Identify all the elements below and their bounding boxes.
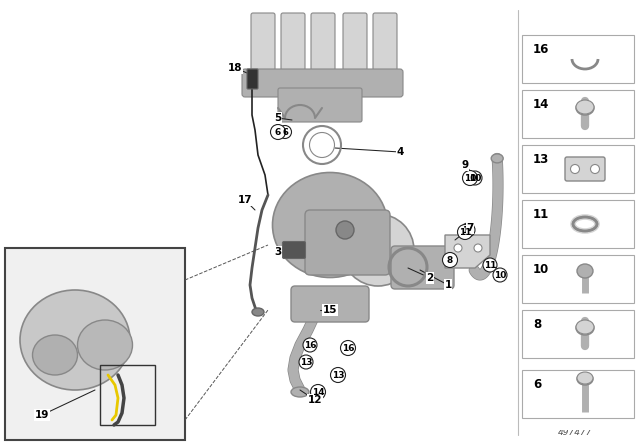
Ellipse shape: [577, 264, 593, 278]
Ellipse shape: [273, 172, 387, 277]
Text: 5: 5: [275, 113, 282, 123]
Text: 17: 17: [237, 195, 252, 205]
Circle shape: [271, 125, 285, 139]
Circle shape: [454, 244, 462, 252]
Bar: [522, 90, 634, 138]
FancyBboxPatch shape: [282, 241, 305, 258]
Text: 8: 8: [447, 255, 453, 264]
Text: 12: 12: [308, 395, 323, 405]
Circle shape: [458, 224, 472, 240]
FancyBboxPatch shape: [305, 210, 390, 275]
Text: 11: 11: [484, 260, 496, 270]
Text: 10: 10: [469, 173, 481, 182]
Circle shape: [468, 171, 482, 185]
Text: 13: 13: [533, 152, 549, 165]
Text: 6: 6: [282, 128, 288, 137]
Ellipse shape: [576, 320, 594, 334]
Circle shape: [278, 125, 291, 138]
Bar: [522, 255, 634, 303]
Ellipse shape: [577, 372, 593, 384]
Bar: [522, 200, 634, 248]
Bar: [522, 35, 634, 83]
Text: 10: 10: [533, 263, 549, 276]
Ellipse shape: [336, 221, 354, 239]
FancyBboxPatch shape: [311, 13, 335, 77]
FancyBboxPatch shape: [242, 69, 403, 97]
Bar: [100, 365, 155, 425]
Text: 16: 16: [342, 344, 355, 353]
FancyBboxPatch shape: [343, 13, 367, 77]
Text: 1: 1: [444, 280, 452, 290]
Text: 497477: 497477: [557, 427, 592, 436]
Bar: [522, 145, 634, 193]
Circle shape: [591, 164, 600, 173]
Text: 11: 11: [461, 225, 474, 234]
Circle shape: [299, 355, 313, 369]
Text: 16: 16: [304, 340, 316, 349]
Text: 2: 2: [426, 273, 434, 283]
Text: 4: 4: [396, 147, 404, 157]
Ellipse shape: [342, 214, 414, 286]
Bar: [522, 370, 634, 418]
Ellipse shape: [576, 321, 594, 335]
Text: 16: 16: [533, 43, 549, 56]
Bar: [522, 310, 634, 358]
Text: 10: 10: [464, 173, 476, 182]
Text: 3: 3: [275, 247, 282, 257]
Text: 6: 6: [275, 128, 281, 137]
FancyBboxPatch shape: [373, 13, 397, 77]
Text: 13: 13: [300, 358, 312, 366]
Circle shape: [463, 171, 477, 185]
Circle shape: [310, 384, 326, 400]
Polygon shape: [445, 235, 490, 268]
Text: 13: 13: [332, 370, 344, 379]
Ellipse shape: [576, 101, 594, 115]
FancyBboxPatch shape: [565, 157, 605, 181]
Ellipse shape: [291, 387, 309, 397]
Bar: [5, 248, 185, 440]
Text: 6: 6: [533, 378, 541, 391]
Text: 14: 14: [533, 98, 549, 111]
Text: 11: 11: [459, 228, 471, 237]
Ellipse shape: [491, 154, 503, 163]
Text: 7: 7: [467, 223, 474, 233]
Circle shape: [340, 340, 355, 356]
Circle shape: [461, 223, 475, 237]
Bar: [520, 10, 635, 430]
Ellipse shape: [77, 320, 132, 370]
Text: 19: 19: [35, 410, 49, 420]
Text: 18: 18: [228, 63, 243, 73]
Text: 15: 15: [323, 305, 337, 315]
Ellipse shape: [33, 335, 77, 375]
FancyBboxPatch shape: [251, 13, 275, 77]
Ellipse shape: [576, 100, 594, 114]
Ellipse shape: [20, 290, 130, 390]
Ellipse shape: [577, 373, 593, 385]
Circle shape: [442, 253, 458, 267]
Circle shape: [493, 268, 507, 282]
Circle shape: [330, 367, 346, 383]
FancyBboxPatch shape: [281, 13, 305, 77]
Text: 10: 10: [494, 271, 506, 280]
FancyBboxPatch shape: [291, 286, 369, 322]
Ellipse shape: [252, 308, 264, 316]
FancyBboxPatch shape: [278, 88, 362, 122]
Circle shape: [483, 258, 497, 272]
Text: 11: 11: [533, 207, 549, 220]
Circle shape: [570, 164, 579, 173]
Circle shape: [303, 338, 317, 352]
Text: 14: 14: [312, 388, 324, 396]
Text: 9: 9: [461, 160, 468, 170]
Circle shape: [474, 244, 482, 252]
FancyBboxPatch shape: [247, 69, 258, 89]
Text: 8: 8: [533, 318, 541, 331]
FancyBboxPatch shape: [391, 246, 454, 289]
